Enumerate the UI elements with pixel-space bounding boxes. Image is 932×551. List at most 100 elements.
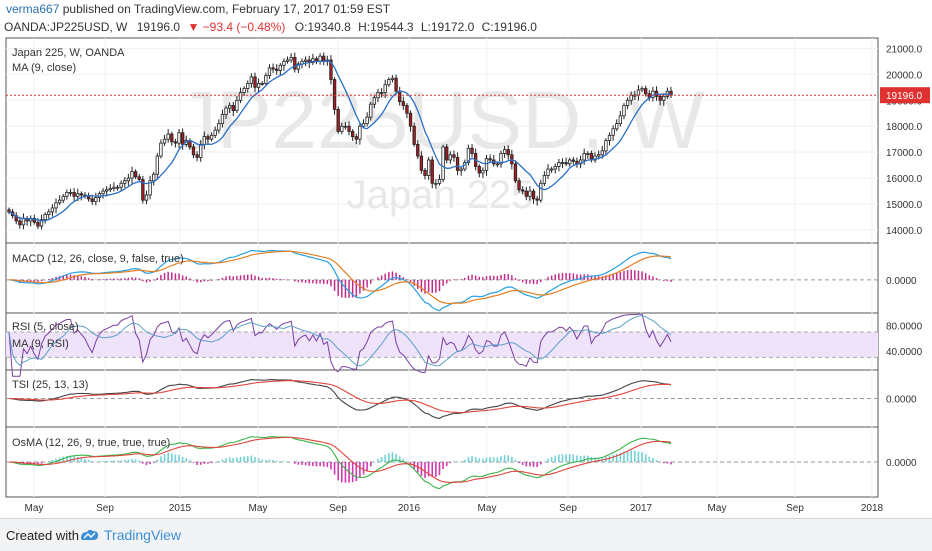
candle-body [206, 136, 210, 140]
author-link[interactable]: verma667 [6, 2, 60, 16]
candle-body [488, 158, 492, 161]
candle-body [191, 146, 196, 156]
candle-body [101, 190, 105, 195]
candle-body [398, 90, 402, 102]
candle-body [343, 125, 348, 128]
candle-body [615, 123, 619, 130]
candle-body [542, 175, 547, 184]
created-with-label: Created with [6, 528, 79, 543]
candle-body [658, 95, 662, 101]
candle-body [506, 149, 510, 156]
candle-body [502, 149, 507, 154]
y-tick-label: 21000.0 [886, 44, 923, 55]
candle-body [123, 180, 127, 184]
candle-body [278, 64, 282, 71]
candle-body [365, 116, 369, 125]
candle-body [379, 92, 384, 94]
candle-body [499, 153, 503, 165]
candle-body [571, 159, 575, 162]
tradingview-logo-icon[interactable] [78, 528, 100, 542]
candle-body [434, 182, 438, 185]
rsi-tick-label: 80.0000 [886, 322, 923, 333]
candle-body [531, 190, 536, 200]
candle-body [347, 125, 351, 132]
candle-body [68, 191, 73, 194]
last-price-label: 19196.0 [886, 91, 923, 102]
candle-body [539, 182, 543, 201]
candle-body [296, 63, 301, 70]
candle-body [39, 219, 44, 227]
osma-label: OsMA (12, 26, 9, true, true, true) [12, 437, 170, 449]
candle-body [455, 156, 460, 171]
candle-body [141, 179, 145, 201]
symbol-change: ▼ −93.4 (−0.48%) [187, 20, 286, 34]
candle-body [72, 191, 76, 197]
candle-body [112, 186, 116, 189]
candle-body [354, 136, 358, 140]
y-tick-label: 17000.0 [886, 148, 923, 159]
x-tick-label: May [249, 503, 268, 514]
x-tick-label: May [708, 503, 727, 514]
brand-link[interactable]: TradingView [104, 527, 182, 543]
candle-body [607, 134, 612, 141]
publish-header: verma667 published on TradingView.com, F… [0, 0, 932, 19]
candle-body [629, 94, 633, 101]
candle-body [459, 168, 463, 171]
main-title-label: Japan 225, W, OANDA [12, 47, 125, 59]
candle-body [238, 92, 243, 101]
candle-body [220, 114, 225, 125]
candle-body [549, 168, 554, 171]
candle-body [195, 154, 199, 158]
candle-body [285, 59, 290, 62]
candle-body [32, 217, 36, 223]
candle-body [155, 155, 159, 175]
candle-body [249, 76, 254, 84]
candle-body [289, 57, 293, 61]
candle-body [235, 99, 239, 112]
publish-info: published on TradingView.com, February 1… [62, 2, 391, 16]
candle-body [426, 159, 431, 176]
tsi-tick-label: 0.0000 [886, 395, 917, 406]
candle-body [441, 146, 445, 180]
candle-body [76, 193, 80, 197]
y-tick-label: 14000.0 [886, 226, 923, 237]
candle-body [144, 194, 149, 201]
candle-body [470, 147, 474, 154]
candle-body [159, 142, 163, 157]
candle-body [126, 177, 131, 182]
candle-body [524, 190, 528, 197]
candle-body [390, 77, 395, 80]
candle-body [448, 154, 452, 161]
osma-tick-label: 0.0000 [886, 458, 917, 469]
candle-body [173, 141, 178, 144]
tsi-signal-line [9, 380, 672, 414]
candle-body [412, 125, 416, 145]
candle-body [521, 189, 525, 192]
last-price-tag [880, 87, 930, 104]
candle-body [546, 168, 550, 176]
candle-body [264, 75, 268, 84]
candle-body [43, 214, 47, 221]
candle-body [517, 180, 521, 191]
candle-body [466, 147, 471, 163]
candle-body [21, 217, 26, 226]
candle-body [582, 153, 586, 161]
candle-body [329, 59, 333, 80]
macd-label: MACD (12, 26, close, 9, false, true) [12, 253, 184, 265]
candle-body [340, 125, 344, 132]
candle-body [231, 105, 235, 112]
candle-body [662, 95, 666, 101]
candle-body [162, 138, 167, 144]
y-tick-label: 18000.0 [886, 122, 923, 133]
rsi-label: RSI (5, close) [12, 321, 79, 333]
candle-body [557, 162, 561, 167]
candle-body [133, 171, 138, 178]
candle-body [593, 155, 597, 161]
candle-body [65, 191, 69, 197]
candle-body [260, 83, 264, 85]
symbol-price: 19196.0 [136, 20, 181, 34]
candle-body [423, 169, 427, 176]
candle-body [137, 176, 141, 180]
candle-body [271, 67, 275, 70]
